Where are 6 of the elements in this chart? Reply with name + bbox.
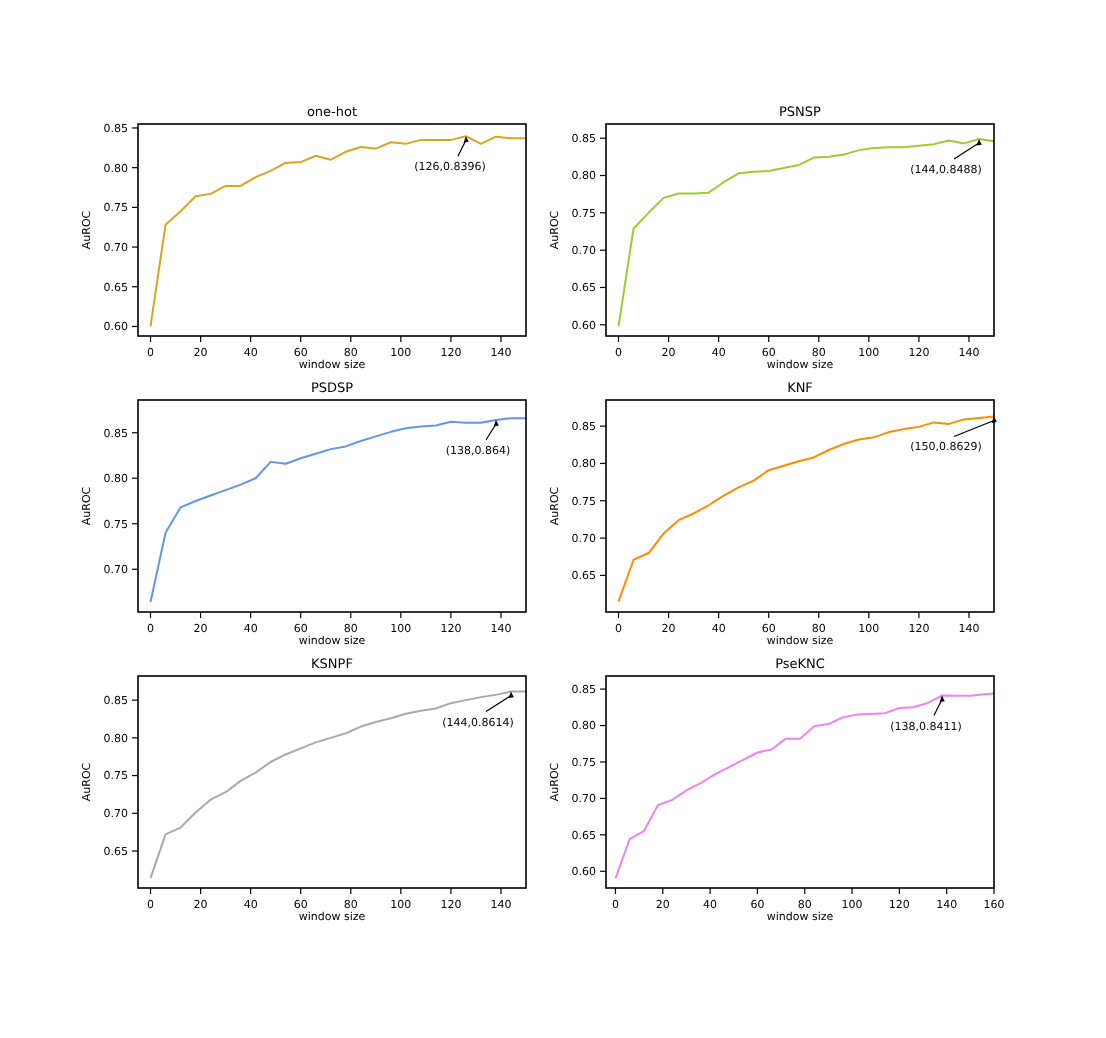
- line-series: [149, 135, 527, 328]
- line-series: [149, 417, 527, 603]
- line-series: [617, 415, 995, 603]
- line-series: [614, 692, 995, 880]
- line-series: [149, 690, 527, 880]
- line-series: [617, 138, 995, 328]
